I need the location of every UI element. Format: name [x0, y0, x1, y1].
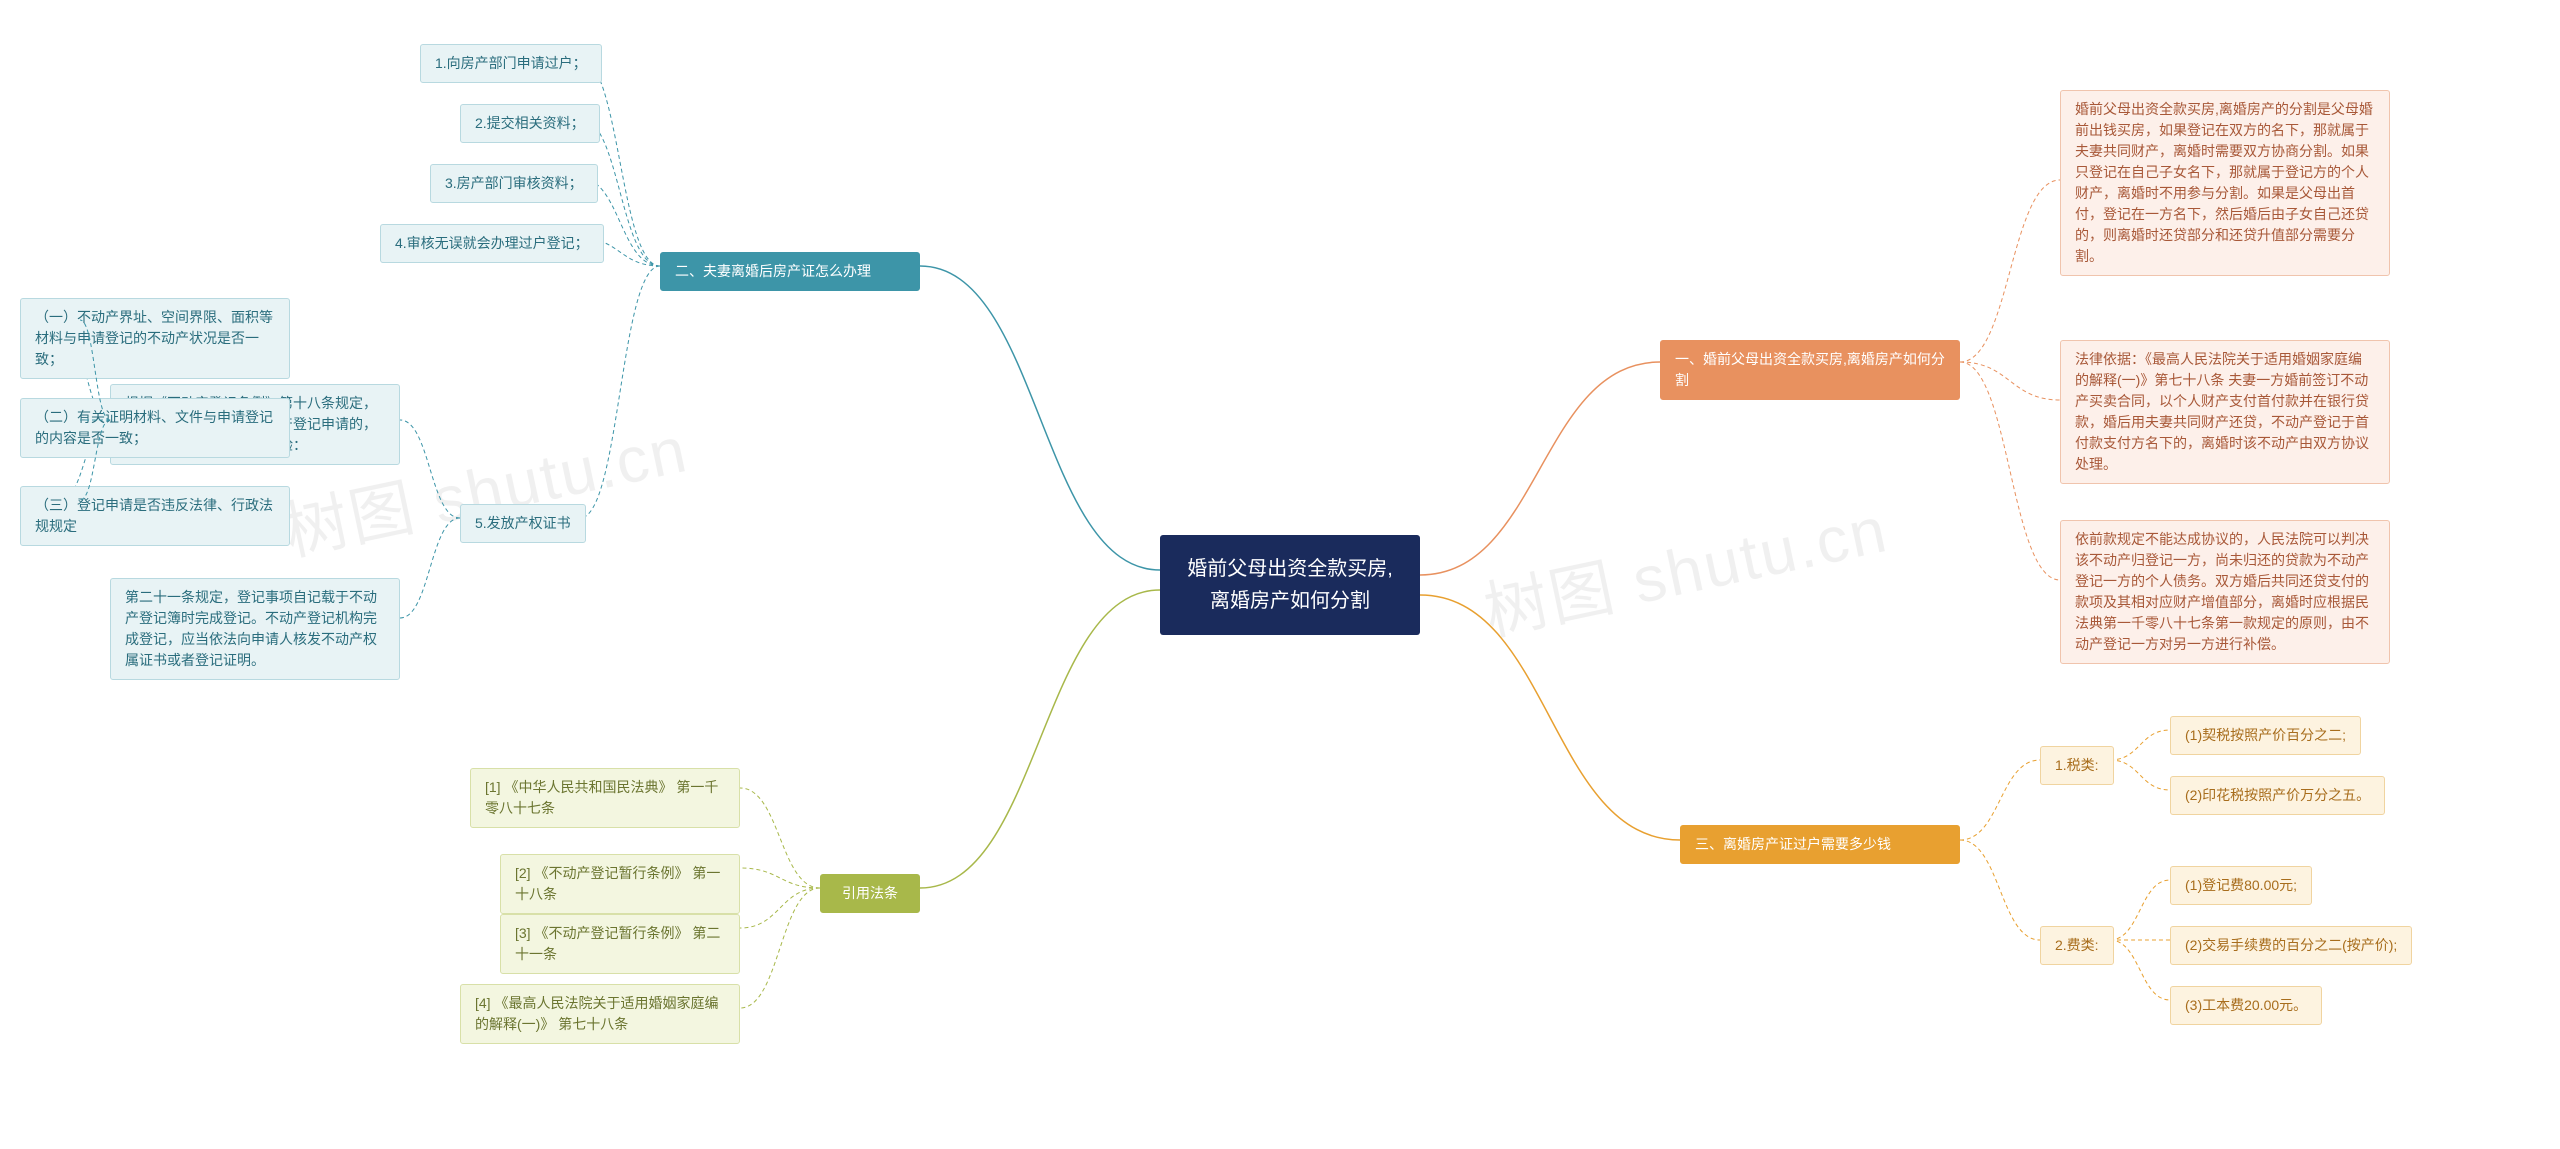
branch-3-fee-1: (1)登记费80.00元; [2170, 866, 2312, 905]
branch-3-fee-3: (3)工本费20.00元。 [2170, 986, 2322, 1025]
branch-1-leaf-1: 婚前父母出资全款买房,离婚房产的分割是父母婚前出钱买房，如果登记在双方的名下，那… [2060, 90, 2390, 276]
branch-4-law-2: [2] 《不动产登记暂行条例》 第一十八条 [500, 854, 740, 914]
branch-4-law-4: [4] 《最高人民法院关于适用婚姻家庭编的解释(一)》 第七十八条 [460, 984, 740, 1044]
branch-1-leaf-2: 法律依据：《最高人民法院关于适用婚姻家庭编的解释(一)》第七十八条 夫妻一方婚前… [2060, 340, 2390, 484]
branch-4: 引用法条 [820, 874, 920, 913]
branch-3-fee-2: (2)交易手续费的百分之二(按产价); [2170, 926, 2412, 965]
branch-2: 二、夫妻离婚后房产证怎么办理 [660, 252, 920, 291]
branch-4-law-1: [1] 《中华人民共和国民法典》 第一千零八十七条 [470, 768, 740, 828]
branch-3-tax: 1.税类: [2040, 746, 2114, 785]
branch-2-step-5: 5.发放产权证书 [460, 504, 586, 543]
branch-2-check-3: （三）登记申请是否违反法律、行政法规规定 [20, 486, 290, 546]
branch-3-tax-1: (1)契税按照产价百分之二; [2170, 716, 2361, 755]
branch-2-step-2: 2.提交相关资料； [460, 104, 600, 143]
branch-4-law-3: [3] 《不动产登记暂行条例》 第二十一条 [500, 914, 740, 974]
root-node: 婚前父母出资全款买房,离婚房产如何分割 [1160, 535, 1420, 635]
branch-1-leaf-3: 依前款规定不能达成协议的，人民法院可以判决该不动产归登记一方，尚未归还的贷款为不… [2060, 520, 2390, 664]
branch-2-step-4: 4.审核无误就会办理过户登记； [380, 224, 604, 263]
branch-2-step-3: 3.房产部门审核资料； [430, 164, 598, 203]
branch-3: 三、离婚房产证过户需要多少钱 [1680, 825, 1960, 864]
branch-1: 一、婚前父母出资全款买房,离婚房产如何分割 [1660, 340, 1960, 400]
branch-3-tax-2: (2)印花税按照产价万分之五。 [2170, 776, 2385, 815]
branch-2-sub5-2: 第二十一条规定，登记事项自记载于不动产登记簿时完成登记。不动产登记机构完成登记，… [110, 578, 400, 680]
branch-2-check-1: （一）不动产界址、空间界限、面积等材料与申请登记的不动产状况是否一致； [20, 298, 290, 379]
watermark-2: 树图 shutu.cn [1475, 478, 1895, 653]
branch-2-step-1: 1.向房产部门申请过户； [420, 44, 602, 83]
branch-2-check-2: （二）有关证明材料、文件与申请登记的内容是否一致； [20, 398, 290, 458]
branch-3-fee: 2.费类: [2040, 926, 2114, 965]
